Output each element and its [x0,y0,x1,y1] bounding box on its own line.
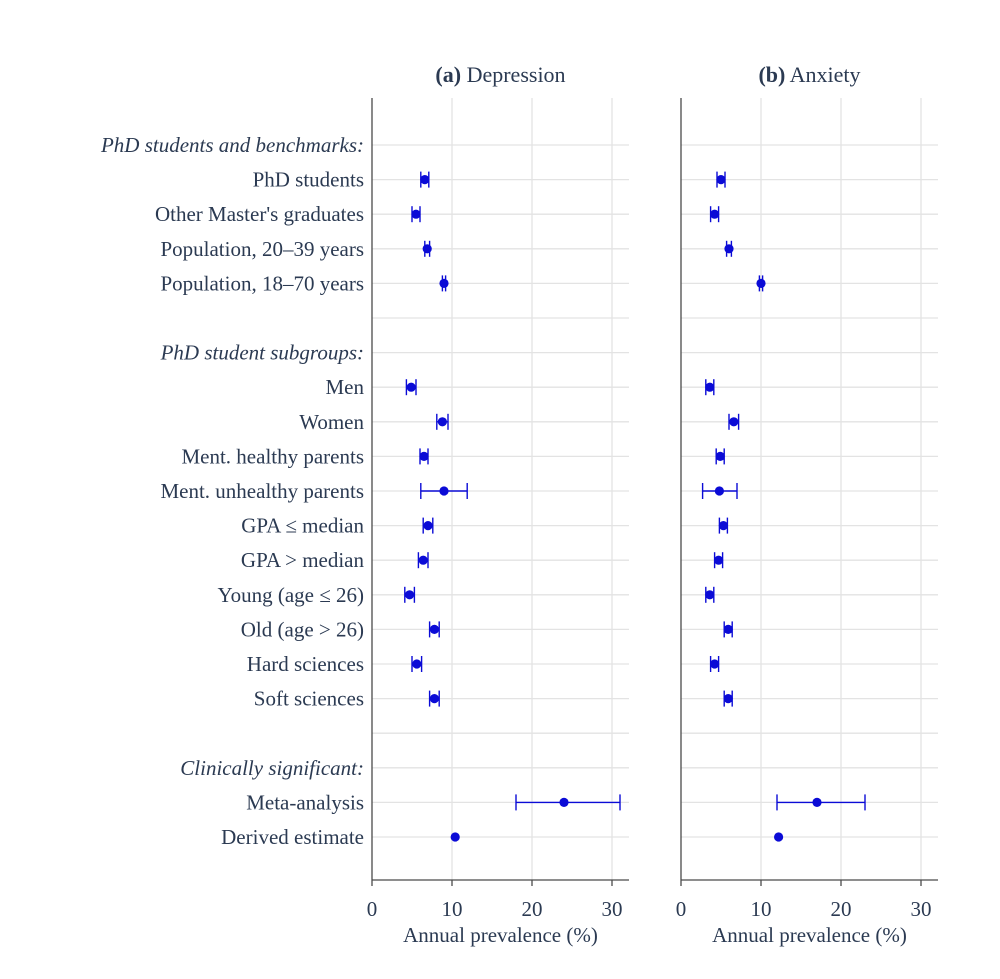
point-estimate [559,797,569,808]
point-estimate [716,175,726,185]
x-axis-title: Annual prevalence (%) [712,923,907,947]
point-estimate [412,659,422,669]
group-label: PhD student subgroups: [160,341,364,365]
row-label: Soft sciences [254,687,364,711]
point-estimate [729,417,739,427]
panel-title-prefix: (b) [758,62,785,87]
point-estimate [429,624,439,635]
point-estimate [411,209,421,219]
point-estimate [812,797,822,808]
row-labels: PhD students and benchmarks: PhD students… [100,133,365,849]
point-estimate [756,278,766,288]
group-label: PhD students and benchmarks: [100,133,364,157]
x-tick-label: 30 [911,897,932,921]
point-estimate [450,832,460,842]
point-estimate [710,209,720,219]
row-label: PhD students [253,168,364,192]
panel-title-text: Depression [467,62,566,87]
point-estimate [423,521,433,531]
panel-title-prefix: (a) [435,62,461,87]
point-estimate [774,832,784,842]
row-label: Hard sciences [247,652,364,676]
point-estimate [437,417,447,427]
point-estimate [439,486,449,496]
x-tick-label: 30 [602,897,623,921]
row-label: GPA ≤ median [241,514,364,538]
row-label: Derived estimate [221,825,364,849]
x-tick-label: 10 [442,897,463,921]
x-tick-label: 0 [676,897,687,921]
point-estimate [418,555,428,565]
x-tick-label: 20 [831,897,852,921]
panel-title-text: Anxiety [790,62,861,87]
x-tick-label: 10 [751,897,772,921]
point-estimate [723,624,733,635]
point-estimate [714,555,724,565]
point-estimate [422,244,432,254]
panel-title: (a) Depression [435,62,565,87]
point-estimate [715,451,725,461]
point-estimate [439,278,449,288]
row-label: GPA > median [241,548,365,572]
row-label: Ment. healthy parents [181,444,364,468]
point-estimate [429,694,439,704]
point-estimate [406,382,416,392]
point-estimate [718,521,729,531]
point-estimate [705,382,715,392]
x-tick-label: 20 [522,897,543,921]
x-axis-title: Annual prevalence (%) [403,923,598,947]
panel-title: (b) Anxiety [758,62,860,87]
x-tick-label: 0 [367,897,378,921]
row-label: Population, 20–39 years [160,237,364,261]
row-label: Ment. unhealthy parents [160,479,364,503]
point-estimate [714,486,725,496]
point-estimate [710,659,720,669]
row-label: Young (age ≤ 26) [218,583,364,607]
row-label: Other Master's graduates [155,202,364,226]
group-label: Clinically significant: [180,756,364,780]
row-label: Men [326,375,365,399]
row-label: Meta-analysis [246,790,364,814]
point-estimate [419,451,429,461]
point-estimate [705,590,715,600]
point-estimate [723,694,733,704]
row-label: Women [299,410,364,434]
row-label: Population, 18–70 years [160,271,364,295]
point-estimate [405,590,415,600]
row-label: Old (age > 26) [241,617,364,641]
point-estimate [724,244,734,254]
point-estimate [420,175,430,185]
